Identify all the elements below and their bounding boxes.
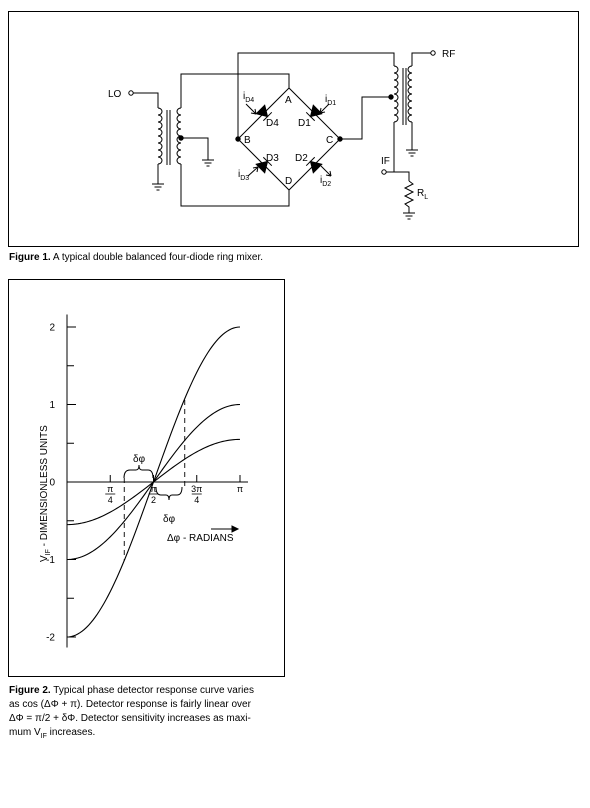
lo-primary-coil xyxy=(157,107,163,165)
x-tick-label: π4 xyxy=(105,484,116,505)
y-tick-label: -1 xyxy=(46,555,55,566)
rf-center-tap xyxy=(388,94,394,100)
svg-text:π: π xyxy=(107,484,113,494)
current-d3-label: iD3 xyxy=(238,169,249,182)
figure1-caption: Figure 1. A typical double balanced four… xyxy=(9,251,579,265)
response-curve-3 xyxy=(66,438,241,526)
svg-text:2: 2 xyxy=(151,495,156,505)
diode-d1-icon xyxy=(305,104,323,122)
if-load-wire xyxy=(394,171,410,181)
current-d4-label: iD4 xyxy=(243,91,254,104)
diode-d1-label: D1 xyxy=(298,118,311,129)
figure2-frame xyxy=(8,279,285,677)
rf-terminal xyxy=(430,50,436,56)
figure2-caption-line4: mum V xyxy=(9,727,41,738)
current-arrow-d4-icon xyxy=(245,103,257,115)
x-tick-label: π xyxy=(237,484,243,494)
figure2-caption-line2: as cos (ΔΦ + π). Detector response is fa… xyxy=(9,699,251,710)
if-terminal xyxy=(381,169,387,175)
svg-text:3π: 3π xyxy=(191,484,202,494)
load-resistor-icon xyxy=(403,180,415,213)
node-d-label: D xyxy=(285,176,292,187)
ground-icon xyxy=(403,212,415,220)
figure2-caption: Figure 2. Typical phase detector respons… xyxy=(9,684,285,744)
rf-primary-coil xyxy=(393,65,399,123)
ground-icon xyxy=(406,149,418,157)
lo-to-a-wire xyxy=(180,73,290,108)
lo-wire xyxy=(133,92,159,108)
diode-d3-icon xyxy=(255,156,273,174)
svg-text:π: π xyxy=(237,484,243,494)
figure1-label: Figure 1. xyxy=(9,252,51,263)
figure2-caption-line3: ΔΦ = π/2 + δΦ. Detector sensitivity incr… xyxy=(9,713,251,724)
figure2-caption-sub: IF xyxy=(40,733,47,740)
diode-d3-label: D3 xyxy=(266,153,279,164)
c-to-rf-tap-wire xyxy=(340,96,391,140)
diode-d2-label: D2 xyxy=(295,153,308,164)
y-tick-label: 2 xyxy=(49,323,55,334)
node-b-label: B xyxy=(244,135,251,146)
y-tick-label: 1 xyxy=(49,400,55,411)
lo-transformer-core xyxy=(166,110,171,165)
svg-text:π: π xyxy=(150,484,156,494)
figure2-label: Figure 2. xyxy=(9,685,51,696)
node-c-label: C xyxy=(326,135,333,146)
current-arrow-d3-icon xyxy=(247,166,259,177)
rf-output-wire xyxy=(411,52,431,66)
y-tick-label: 0 xyxy=(49,478,55,489)
lo-label: LO xyxy=(108,89,122,100)
rf-transformer-core xyxy=(402,68,407,125)
diode-d4-icon xyxy=(255,104,273,122)
diode-d4-label: D4 xyxy=(266,118,279,129)
diode-d2-icon xyxy=(305,156,323,174)
x-axis-label: Δφ - RADIANS xyxy=(167,533,234,544)
figure2-caption-line4-end: increases. xyxy=(46,727,96,738)
lo-tap-wire xyxy=(181,137,209,160)
svg-text:4: 4 xyxy=(194,495,199,505)
ground-icon xyxy=(152,183,164,191)
delta-brace-lower xyxy=(155,486,183,501)
delta-label-lower: δφ xyxy=(163,514,176,525)
arrowhead-icon xyxy=(231,525,240,533)
current-arrow-d2-icon xyxy=(320,165,332,177)
y-tick-label: -2 xyxy=(46,633,55,644)
if-label: IF xyxy=(381,156,390,167)
b-to-rf-wire xyxy=(237,52,395,139)
current-d1-label: iD1 xyxy=(325,94,336,107)
diode-ring xyxy=(237,87,341,191)
node-a-label: A xyxy=(285,95,292,106)
delta-label-upper: δφ xyxy=(133,454,146,465)
delta-brace-upper xyxy=(123,464,154,479)
figure1-frame xyxy=(8,11,579,247)
current-d2-label: iD2 xyxy=(320,175,331,188)
figure1-caption-text: A typical double balanced four-diode rin… xyxy=(52,252,264,263)
x-tick-label: 3π4 xyxy=(191,484,202,505)
current-arrow-d1-icon xyxy=(319,103,330,114)
x-tick-label: π2 xyxy=(148,484,159,505)
rf-label: RF xyxy=(442,49,455,60)
load-label: RL xyxy=(417,188,428,201)
figure2-caption-line1: Typical phase detector response curve va… xyxy=(53,685,254,696)
svg-text:4: 4 xyxy=(108,495,113,505)
ground-icon xyxy=(202,159,214,167)
rf-secondary-coil xyxy=(407,65,413,123)
y-axis-label: VIF - DIMENSIONLESS UNITS xyxy=(39,425,52,562)
lo-to-d-wire xyxy=(180,164,290,207)
